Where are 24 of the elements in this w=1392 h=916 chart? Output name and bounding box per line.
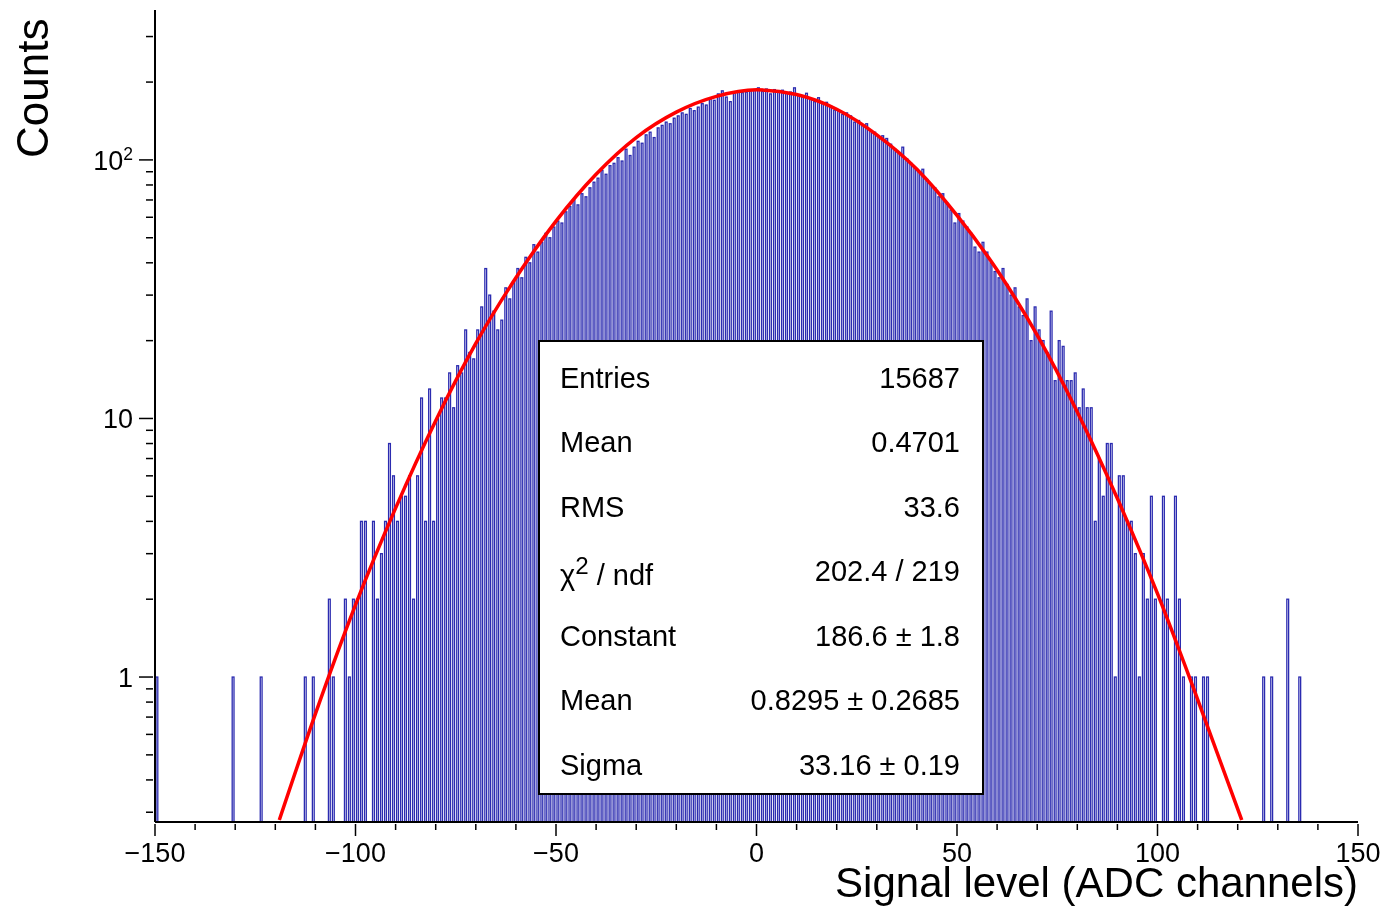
y-axis-title: Counts <box>8 18 57 158</box>
line-series <box>277 88 1244 822</box>
y-tick-label: 10 <box>102 404 133 435</box>
y-tick-label: 1 <box>117 663 133 694</box>
annotation: 33.16 ± 0.19 <box>798 748 960 782</box>
annotation: Mean <box>560 426 633 460</box>
y-tick-label: 10$^{2}$ <box>93 143 133 176</box>
annotation: 0.4701 <box>871 426 960 460</box>
x-tick-label: 100 <box>1134 838 1181 868</box>
annotation: RMS <box>560 490 625 524</box>
x-tick-label: −150 <box>124 838 186 868</box>
annotation: 33.6 <box>903 490 960 524</box>
x-tick-label: −100 <box>325 838 386 868</box>
annotation: Constant <box>560 619 677 653</box>
x-tick-label: 0 <box>748 838 765 868</box>
annotation: 15687 <box>879 361 960 395</box>
x-tick-label: −50 <box>533 838 579 868</box>
annotation: 186.6 ± 1.8 <box>815 619 960 653</box>
annotation: χ$^{2}$ / ndf <box>560 551 654 592</box>
annotation: 0.8295 ± 0.2685 <box>750 684 960 718</box>
annotation: 202.4 / 219 <box>814 555 960 589</box>
annotation: Entries <box>560 361 651 395</box>
annotation: Mean <box>560 684 633 718</box>
annotation: Sigma <box>560 748 643 782</box>
